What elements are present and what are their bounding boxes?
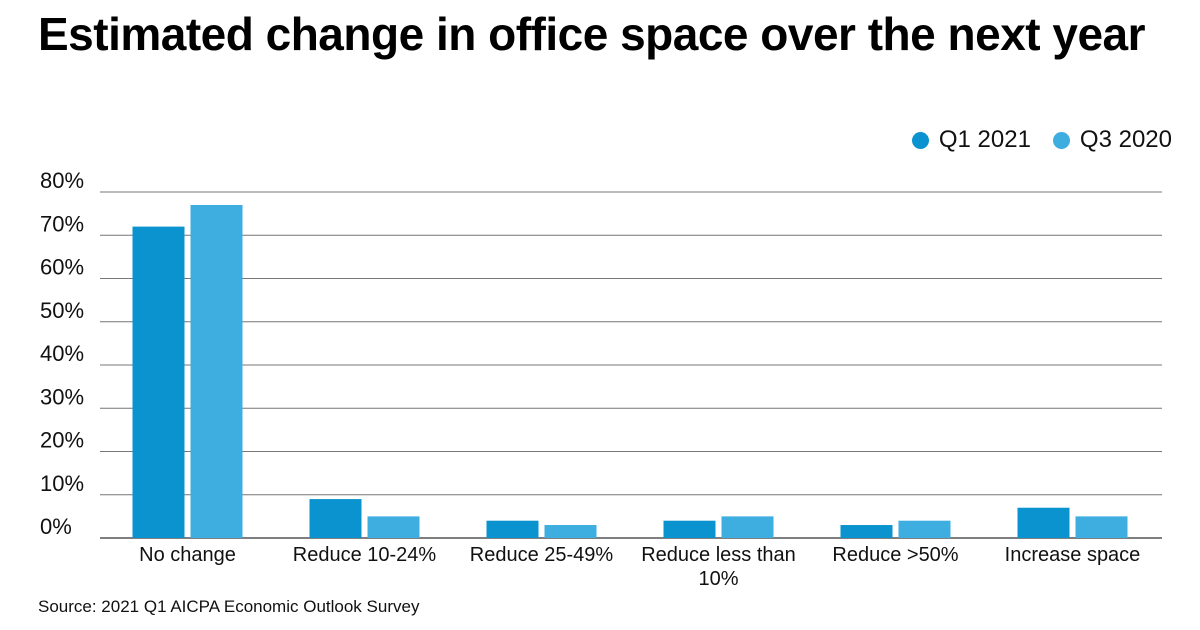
y-tick-label: 70% [40,211,84,236]
bar-q1-2021 [132,226,185,538]
legend-label-q3-2020: Q3 2020 [1079,126,1172,153]
legend-item-q3-2020: Q3 2020 [1052,126,1172,154]
x-category-label: Increase space [1005,544,1141,566]
bar-q1-2021 [663,520,716,538]
x-axis-labels: No change Reduce 10-24% Reduce 25-49% Reduc… [139,544,1140,590]
bar-q3-2020 [721,516,774,538]
source-note: Source: 2021 Q1 AICPA Economic Outlook S… [38,597,420,616]
bars [132,204,1128,538]
x-category-label: No change [139,544,236,566]
legend: Q1 2021 Q3 2020 [911,126,1172,154]
x-category-label: Reduce 25-49% [470,544,614,566]
bar-q3-2020 [544,525,597,538]
y-tick-label: 20% [40,428,84,453]
legend-swatch-q3-2020 [1052,131,1070,149]
y-tick-label: 50% [40,298,84,323]
y-tick-label: 10% [40,471,84,496]
bar-q3-2020 [367,516,420,538]
legend-item-q1-2021: Q1 2021 [911,126,1031,154]
gridlines [100,191,1162,539]
bar-q3-2020 [1075,516,1128,538]
legend-swatch-q1-2021 [911,131,929,149]
chart-title: Estimated change in office space over th… [38,8,1146,60]
bar-q1-2021 [309,499,362,538]
y-tick-label: 30% [40,384,84,409]
bar-q1-2021 [1017,507,1070,538]
y-tick-label: 40% [40,341,84,366]
legend-label-q1-2021: Q1 2021 [938,126,1031,153]
bar-q1-2021 [840,525,893,538]
y-tick-label: 80% [40,168,84,193]
bar-q3-2020 [190,204,243,538]
y-axis-ticks: 0% 10% 20% 30% 40% 50% 60% 70% 80% [40,168,84,539]
x-category-label: Reduce less than 10% [641,544,796,590]
x-category-label: Reduce >50% [832,544,958,566]
y-tick-label: 0% [40,514,72,539]
bar-q1-2021 [486,520,539,538]
bar-q3-2020 [898,520,951,538]
x-category-label: Reduce 10-24% [293,544,437,566]
y-tick-label: 60% [40,255,84,280]
